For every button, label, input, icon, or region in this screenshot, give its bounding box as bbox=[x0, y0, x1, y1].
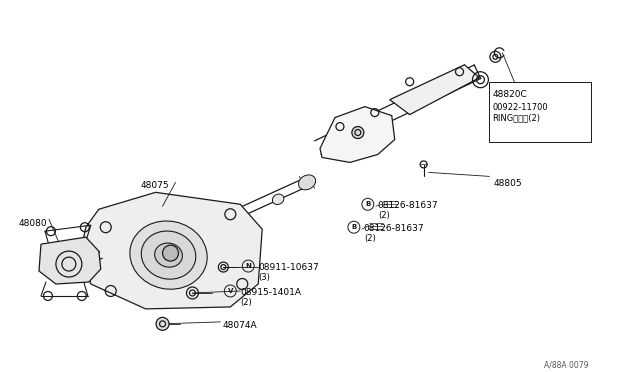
Ellipse shape bbox=[155, 243, 182, 267]
Text: 08911-10637: 08911-10637 bbox=[258, 263, 319, 272]
Text: (2): (2) bbox=[378, 211, 390, 220]
Text: (2): (2) bbox=[240, 298, 252, 307]
Ellipse shape bbox=[273, 194, 284, 205]
Text: (3): (3) bbox=[258, 273, 270, 282]
Text: N: N bbox=[245, 263, 251, 269]
Ellipse shape bbox=[130, 221, 207, 289]
Ellipse shape bbox=[298, 175, 316, 190]
Circle shape bbox=[352, 126, 364, 138]
Text: 48075: 48075 bbox=[141, 182, 169, 190]
Polygon shape bbox=[39, 237, 100, 284]
Text: 48080: 48080 bbox=[19, 219, 48, 228]
Text: B: B bbox=[351, 224, 356, 230]
Text: 08126-81637: 08126-81637 bbox=[378, 201, 438, 210]
Text: RINGリング(2): RINGリング(2) bbox=[492, 113, 540, 123]
Text: 08915-1401A: 08915-1401A bbox=[240, 288, 301, 297]
Text: 00922-11700: 00922-11700 bbox=[492, 103, 548, 112]
Text: 48805: 48805 bbox=[493, 179, 522, 188]
Text: 48820C: 48820C bbox=[492, 90, 527, 99]
Text: 48074A: 48074A bbox=[222, 321, 257, 330]
Text: B: B bbox=[365, 201, 371, 207]
Polygon shape bbox=[81, 192, 262, 309]
Text: A/88A 0079: A/88A 0079 bbox=[544, 361, 589, 370]
Text: 08126-81637: 08126-81637 bbox=[364, 224, 424, 233]
Text: V: V bbox=[228, 288, 233, 294]
Polygon shape bbox=[320, 107, 395, 163]
Circle shape bbox=[156, 317, 169, 330]
Ellipse shape bbox=[141, 231, 196, 279]
Text: (2): (2) bbox=[364, 234, 376, 243]
Polygon shape bbox=[390, 65, 479, 115]
Circle shape bbox=[163, 245, 179, 261]
